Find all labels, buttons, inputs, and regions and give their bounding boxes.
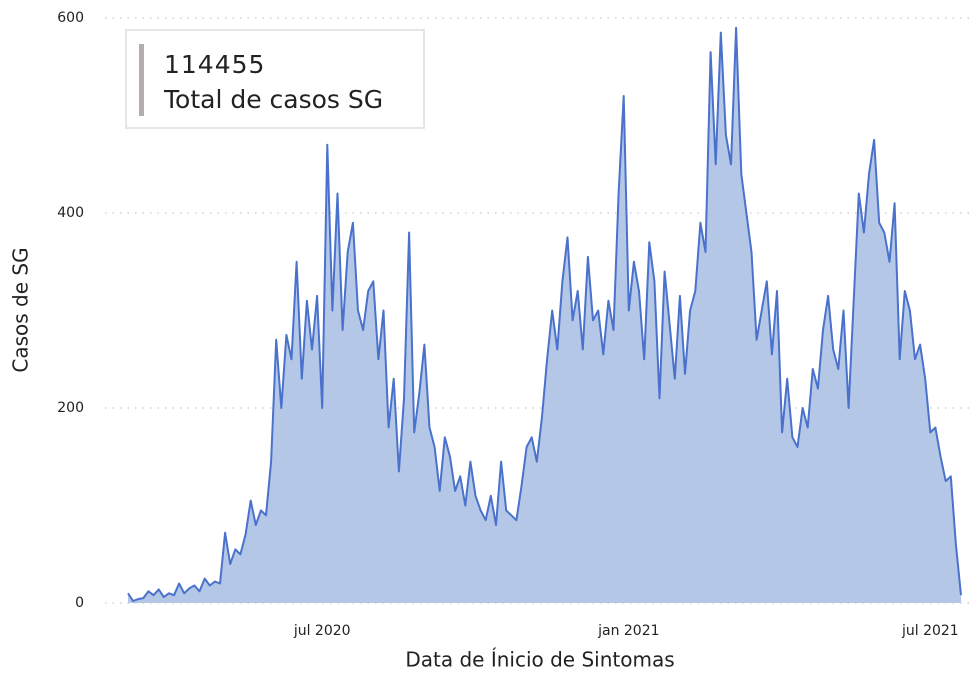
kpi-card: 114455 Total de casos SG — [125, 29, 425, 129]
y-tick-label: 200 — [57, 400, 84, 416]
y-axis-title: Casos de SG — [9, 247, 33, 372]
y-tick-label: 0 — [75, 595, 84, 611]
area-fill — [128, 27, 961, 604]
kpi-box — [125, 29, 425, 129]
plot-area: 0 200 400 600 jul 2020 jan 2021 jul 2021 — [57, 10, 975, 639]
kpi-accent — [139, 44, 144, 116]
y-tick-label: 600 — [57, 10, 84, 26]
y-tick-label: 400 — [57, 205, 84, 221]
x-tick-label: jul 2021 — [901, 623, 959, 639]
kpi-value: 114455 — [164, 50, 265, 79]
area-line — [127, 26, 962, 602]
kpi-label: Total de casos SG — [163, 85, 383, 114]
x-tick-label: jul 2020 — [293, 623, 351, 639]
x-tick-label: jan 2021 — [597, 623, 659, 639]
x-axis-title: Data de Ínicio de Sintomas — [405, 648, 674, 672]
